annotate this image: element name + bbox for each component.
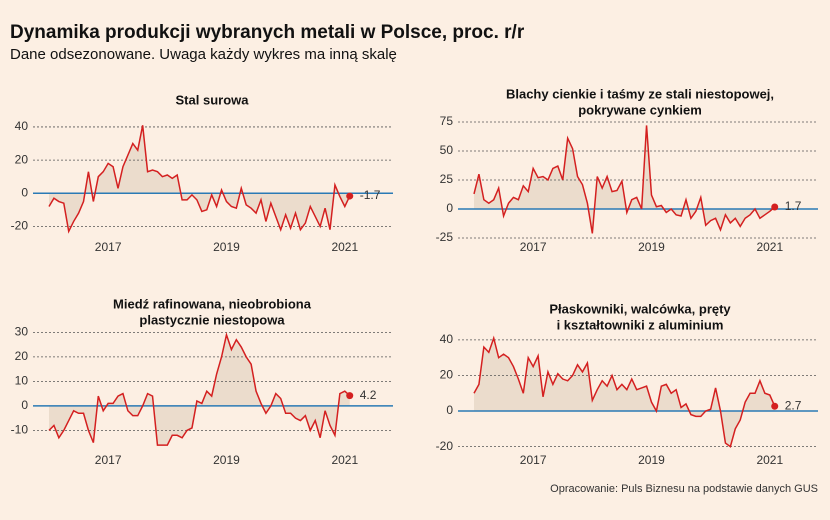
y-tick-label: 25 bbox=[440, 172, 454, 186]
x-tick-label: 2021 bbox=[756, 453, 783, 467]
page-title: Dynamika produkcji wybranych metali w Po… bbox=[10, 22, 525, 43]
last-point bbox=[771, 203, 779, 211]
y-tick-label: 20 bbox=[15, 152, 29, 166]
chart-title: Blachy cienkie i taśmy ze stali niestopo… bbox=[506, 86, 774, 101]
x-tick-label: 2017 bbox=[520, 453, 547, 467]
chart-title: plastycznie niestopowa bbox=[139, 312, 285, 327]
data-label: -1.7 bbox=[360, 188, 381, 202]
area bbox=[474, 338, 775, 447]
last-point bbox=[346, 192, 354, 200]
data-label: 2.7 bbox=[785, 398, 802, 412]
chart-title: pokrywane cynkiem bbox=[578, 102, 702, 117]
x-tick-label: 2019 bbox=[213, 453, 240, 467]
y-tick-label: 10 bbox=[15, 374, 29, 388]
chart-title: i kształtowniki z aluminium bbox=[557, 317, 724, 332]
y-tick-label: -10 bbox=[11, 423, 29, 437]
x-tick-label: 2017 bbox=[520, 240, 547, 254]
y-tick-label: 40 bbox=[440, 332, 454, 346]
y-tick-label: 0 bbox=[446, 201, 453, 215]
x-tick-label: 2019 bbox=[638, 240, 665, 254]
source: Opracowanie: Puls Biznesu na podstawie d… bbox=[550, 483, 818, 495]
x-tick-label: 2017 bbox=[95, 240, 122, 254]
y-tick-label: 75 bbox=[440, 114, 454, 128]
x-tick-label: 2021 bbox=[756, 240, 783, 254]
area bbox=[49, 125, 350, 232]
page-subtitle: Dane odsezonowane. Uwaga każdy wykres ma… bbox=[10, 46, 397, 63]
y-tick-label: 40 bbox=[15, 119, 29, 133]
y-tick-label: 20 bbox=[440, 368, 454, 382]
y-tick-label: 0 bbox=[21, 185, 28, 199]
y-tick-label: -20 bbox=[436, 439, 454, 453]
y-tick-label: 0 bbox=[21, 398, 28, 412]
x-tick-label: 2021 bbox=[331, 240, 358, 254]
line bbox=[48, 125, 351, 234]
chart-title: Stal surowa bbox=[176, 92, 250, 107]
y-tick-label: 50 bbox=[440, 143, 454, 157]
y-tick-label: 20 bbox=[15, 349, 29, 363]
last-point bbox=[771, 402, 779, 410]
x-tick-label: 2021 bbox=[331, 453, 358, 467]
x-tick-label: 2019 bbox=[213, 240, 240, 254]
line bbox=[48, 332, 351, 446]
line bbox=[473, 335, 776, 448]
data-label: 1.7 bbox=[785, 199, 802, 213]
chart-title: Miedź rafinowana, nieobrobiona bbox=[113, 296, 312, 311]
y-tick-label: 30 bbox=[15, 325, 29, 339]
data-label: 4.2 bbox=[360, 388, 377, 402]
y-tick-label: -25 bbox=[436, 230, 454, 244]
x-tick-label: 2017 bbox=[95, 453, 122, 467]
chart-title: Płaskowniki, walcówka, pręty bbox=[549, 301, 731, 316]
y-tick-label: -20 bbox=[11, 219, 29, 233]
area bbox=[474, 125, 775, 234]
y-tick-label: 0 bbox=[446, 403, 453, 417]
line bbox=[473, 125, 776, 234]
x-tick-label: 2019 bbox=[638, 453, 665, 467]
last-point bbox=[346, 392, 354, 400]
